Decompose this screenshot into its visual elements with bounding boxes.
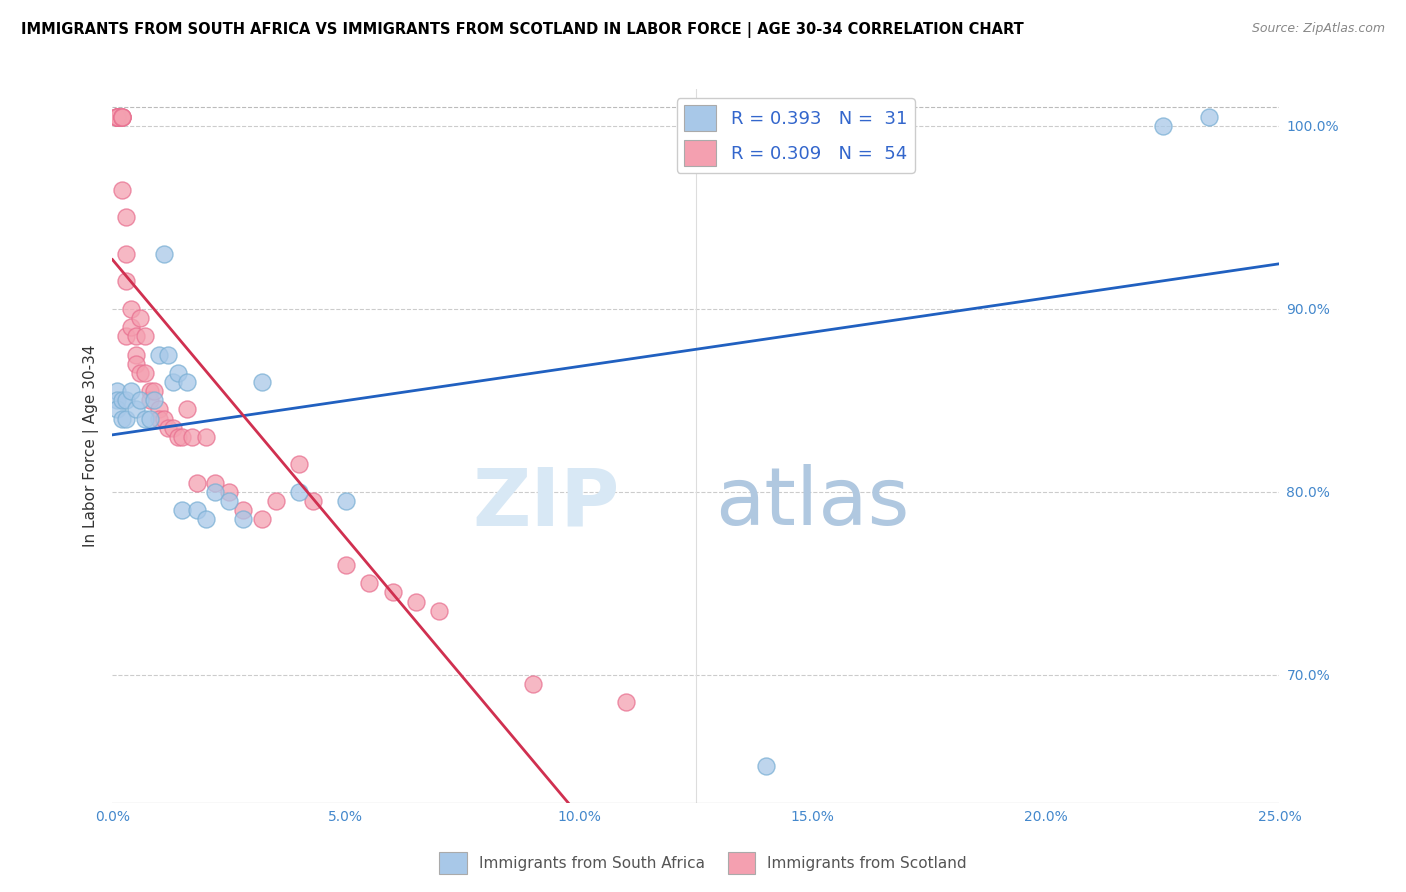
Point	[153, 411, 176, 425]
Point	[111, 110, 134, 124]
Point	[427, 604, 450, 618]
Point	[143, 393, 166, 408]
Point	[125, 357, 148, 371]
Point	[148, 347, 170, 361]
Point	[218, 494, 240, 508]
Point	[105, 393, 128, 408]
Point	[111, 411, 134, 425]
Point	[111, 183, 134, 197]
Point	[111, 110, 134, 124]
Point	[176, 375, 198, 389]
Point	[115, 247, 138, 261]
Point	[134, 411, 156, 425]
Legend: Immigrants from South Africa, Immigrants from Scotland: Immigrants from South Africa, Immigrants…	[433, 846, 973, 880]
Point	[166, 366, 188, 380]
Point	[120, 301, 142, 316]
Point	[105, 402, 128, 417]
Point	[105, 384, 128, 398]
Point	[232, 512, 254, 526]
Point	[125, 402, 148, 417]
Point	[288, 484, 311, 499]
Point	[204, 475, 226, 490]
Text: Source: ZipAtlas.com: Source: ZipAtlas.com	[1251, 22, 1385, 36]
Point	[105, 110, 128, 124]
Point	[755, 759, 778, 773]
Point	[129, 393, 152, 408]
Point	[232, 503, 254, 517]
Point	[1198, 110, 1220, 124]
Point	[115, 393, 138, 408]
Point	[125, 329, 148, 343]
Point	[186, 475, 208, 490]
Point	[194, 430, 217, 444]
Legend: R = 0.393   N =  31, R = 0.309   N =  54: R = 0.393 N = 31, R = 0.309 N = 54	[676, 98, 914, 173]
Point	[250, 375, 273, 389]
Point	[115, 211, 138, 225]
Point	[614, 695, 637, 709]
Point	[172, 503, 194, 517]
Point	[166, 430, 188, 444]
Point	[129, 366, 152, 380]
Point	[139, 411, 162, 425]
Point	[115, 274, 138, 288]
Point	[111, 393, 134, 408]
Point	[111, 110, 134, 124]
Point	[120, 384, 142, 398]
Point	[115, 411, 138, 425]
Point	[105, 110, 128, 124]
Point	[105, 110, 128, 124]
Point	[180, 430, 202, 444]
Point	[129, 310, 152, 325]
Point	[302, 494, 325, 508]
Point	[335, 494, 357, 508]
Point	[139, 384, 162, 398]
Point	[115, 329, 138, 343]
Point	[139, 393, 162, 408]
Point	[162, 375, 184, 389]
Point	[194, 512, 217, 526]
Point	[204, 484, 226, 499]
Point	[153, 247, 176, 261]
Point	[134, 329, 156, 343]
Point	[105, 110, 128, 124]
Point	[172, 430, 194, 444]
Point	[186, 503, 208, 517]
Point	[1152, 119, 1174, 133]
Point	[264, 494, 287, 508]
Point	[143, 384, 166, 398]
Point	[218, 484, 240, 499]
Point	[148, 411, 170, 425]
Point	[381, 585, 404, 599]
Point	[359, 576, 381, 591]
Point	[105, 110, 128, 124]
Point	[120, 320, 142, 334]
Text: IMMIGRANTS FROM SOUTH AFRICA VS IMMIGRANTS FROM SCOTLAND IN LABOR FORCE | AGE 30: IMMIGRANTS FROM SOUTH AFRICA VS IMMIGRAN…	[21, 22, 1024, 38]
Point	[176, 402, 198, 417]
Point	[405, 594, 427, 608]
Point	[148, 402, 170, 417]
Point	[250, 512, 273, 526]
Point	[111, 110, 134, 124]
Text: atlas: atlas	[716, 464, 910, 542]
Y-axis label: In Labor Force | Age 30-34: In Labor Force | Age 30-34	[83, 344, 98, 548]
Point	[105, 110, 128, 124]
Point	[157, 420, 180, 434]
Point	[105, 110, 128, 124]
Point	[125, 347, 148, 361]
Text: ZIP: ZIP	[472, 464, 620, 542]
Point	[134, 366, 156, 380]
Point	[105, 110, 128, 124]
Point	[157, 347, 180, 361]
Point	[335, 558, 357, 572]
Point	[162, 420, 184, 434]
Point	[288, 458, 311, 472]
Point	[522, 677, 544, 691]
